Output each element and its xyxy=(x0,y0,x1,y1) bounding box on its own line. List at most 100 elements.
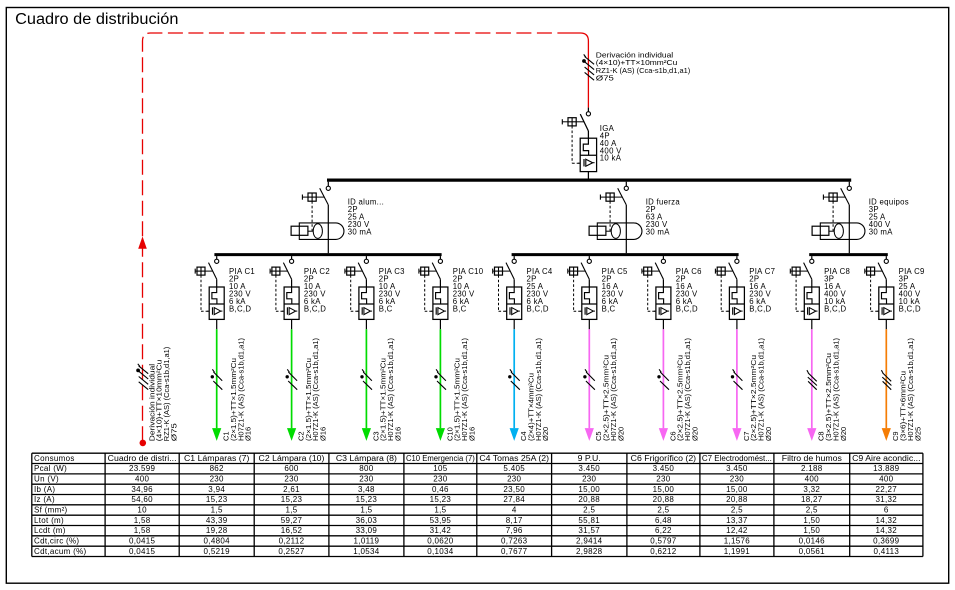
svg-text:43,39: 43,39 xyxy=(206,516,228,525)
svg-text:C6: C6 xyxy=(668,431,677,441)
svg-text:230: 230 xyxy=(284,475,298,484)
svg-text:15,23: 15,23 xyxy=(281,495,303,504)
svg-text:27,84: 27,84 xyxy=(503,495,525,504)
svg-text:6 kA: 6 kA xyxy=(229,297,246,306)
svg-text:10 kA: 10 kA xyxy=(600,154,622,163)
svg-text:(2×2.5)+TT×2.5mm²Cu: (2×2.5)+TT×2.5mm²Cu xyxy=(749,355,758,441)
svg-text:ID alum...: ID alum... xyxy=(348,198,384,207)
svg-text:20,88: 20,88 xyxy=(653,495,675,504)
svg-text:C8: C8 xyxy=(817,431,826,441)
svg-text:16,52: 16,52 xyxy=(281,526,303,535)
svg-text:B,C: B,C xyxy=(602,304,616,313)
svg-text:Sf (mm²): Sf (mm²) xyxy=(34,506,68,515)
svg-text:C2 Lámpara (10): C2 Lámpara (10) xyxy=(259,454,325,463)
svg-text:1,50: 1,50 xyxy=(803,526,820,535)
svg-text:0,3699: 0,3699 xyxy=(873,537,900,546)
svg-text:230 V: 230 V xyxy=(646,220,668,229)
svg-text:PIA C10: PIA C10 xyxy=(453,267,484,276)
svg-text:4P: 4P xyxy=(600,131,610,140)
svg-text:C2: C2 xyxy=(297,431,306,441)
svg-text:Ø16: Ø16 xyxy=(319,427,328,441)
svg-text:PIA C5: PIA C5 xyxy=(602,267,628,276)
svg-text:Ø20: Ø20 xyxy=(541,427,550,441)
svg-text:Ø20: Ø20 xyxy=(616,427,625,441)
svg-text:31,32: 31,32 xyxy=(876,495,898,504)
svg-text:B,C,D: B,C,D xyxy=(304,304,326,313)
svg-text:6 kA: 6 kA xyxy=(453,297,470,306)
svg-text:0,7263: 0,7263 xyxy=(501,537,528,546)
svg-text:(2×2.5)+TT×2.5mm²Cu: (2×2.5)+TT×2.5mm²Cu xyxy=(602,355,611,441)
svg-text:B,C: B,C xyxy=(379,304,393,313)
svg-text:2P: 2P xyxy=(602,275,612,284)
svg-text:2,5: 2,5 xyxy=(657,506,669,515)
svg-text:RZ1-K (AS) (Cca-s1b,d1,a1): RZ1-K (AS) (Cca-s1b,d1,a1) xyxy=(596,66,691,75)
svg-text:Ø16: Ø16 xyxy=(467,427,476,441)
svg-text:C5: C5 xyxy=(594,431,603,441)
svg-text:Ø16: Ø16 xyxy=(393,427,402,441)
svg-text:PIA C8: PIA C8 xyxy=(824,267,850,276)
svg-text:16 A: 16 A xyxy=(824,282,841,291)
svg-text:15,23: 15,23 xyxy=(356,495,378,504)
svg-text:10 A: 10 A xyxy=(229,282,246,291)
svg-text:PIA C3: PIA C3 xyxy=(379,267,405,276)
svg-text:B,C,D: B,C,D xyxy=(527,304,549,313)
svg-text:55,81: 55,81 xyxy=(578,516,600,525)
svg-text:0,4804: 0,4804 xyxy=(204,537,231,546)
svg-text:25 A: 25 A xyxy=(869,212,886,221)
svg-text:PIA C2: PIA C2 xyxy=(304,267,330,276)
svg-text:2,9414: 2,9414 xyxy=(576,537,603,546)
svg-text:H07Z1-K (AS) (Cca-s1b,d1,a1): H07Z1-K (AS) (Cca-s1b,d1,a1) xyxy=(757,337,766,441)
svg-text:6,22: 6,22 xyxy=(655,526,672,535)
svg-text:C4: C4 xyxy=(519,431,528,441)
svg-text:C10: C10 xyxy=(445,427,454,441)
svg-text:5.405: 5.405 xyxy=(503,464,525,473)
svg-text:230 V: 230 V xyxy=(379,290,401,299)
svg-text:1,50: 1,50 xyxy=(803,516,820,525)
svg-text:25 A: 25 A xyxy=(899,282,916,291)
svg-text:7,96: 7,96 xyxy=(506,526,523,535)
svg-text:C6 Frigorífico (2): C6 Frigorífico (2) xyxy=(631,454,697,463)
svg-text:1,58: 1,58 xyxy=(134,516,151,525)
svg-text:105: 105 xyxy=(433,464,447,473)
svg-text:2P: 2P xyxy=(676,275,686,284)
svg-text:2,61: 2,61 xyxy=(283,485,300,494)
svg-text:230 V: 230 V xyxy=(749,290,771,299)
svg-text:Ø75: Ø75 xyxy=(169,423,178,441)
svg-text:230: 230 xyxy=(656,475,670,484)
svg-text:230: 230 xyxy=(210,475,224,484)
svg-text:C9: C9 xyxy=(891,431,900,441)
svg-text:H07Z1-K (AS) (Cca-s1b,d1,a1): H07Z1-K (AS) (Cca-s1b,d1,a1) xyxy=(534,337,543,441)
svg-text:400 V: 400 V xyxy=(600,146,622,155)
svg-text:(3×2.5)+TT×2.5mm²Cu: (3×2.5)+TT×2.5mm²Cu xyxy=(824,353,833,441)
svg-text:2P: 2P xyxy=(304,275,314,284)
svg-text:B,C,D: B,C,D xyxy=(676,304,698,313)
svg-text:0,5797: 0,5797 xyxy=(650,537,677,546)
svg-text:25 A: 25 A xyxy=(527,282,544,291)
svg-text:230 V: 230 V xyxy=(348,220,370,229)
svg-text:23.599: 23.599 xyxy=(129,464,156,473)
svg-text:36,03: 36,03 xyxy=(356,516,378,525)
svg-text:H07Z1-K (AS) (Cca-s1b,d1,a1): H07Z1-K (AS) (Cca-s1b,d1,a1) xyxy=(683,337,692,441)
svg-text:40 A: 40 A xyxy=(600,139,617,148)
svg-text:6 kA: 6 kA xyxy=(749,297,766,306)
svg-text:15,00: 15,00 xyxy=(726,485,748,494)
svg-text:0,0415: 0,0415 xyxy=(129,547,156,556)
svg-text:230 V: 230 V xyxy=(229,290,251,299)
svg-text:15,00: 15,00 xyxy=(578,485,600,494)
svg-text:C7: C7 xyxy=(742,431,751,441)
svg-text:RZ1-K (AS) (Cca-s1b,d1,a1): RZ1-K (AS) (Cca-s1b,d1,a1) xyxy=(162,346,171,441)
svg-text:23,50: 23,50 xyxy=(503,485,525,494)
svg-text:13,37: 13,37 xyxy=(726,516,748,525)
svg-text:0,2112: 0,2112 xyxy=(279,537,305,546)
svg-text:16 A: 16 A xyxy=(676,282,693,291)
svg-text:6 kA: 6 kA xyxy=(379,297,396,306)
svg-text:(2×1.5)+TT×1.5mm²Cu: (2×1.5)+TT×1.5mm²Cu xyxy=(304,358,313,441)
svg-text:10 kA: 10 kA xyxy=(899,297,921,306)
svg-text:ID fuerza: ID fuerza xyxy=(646,198,681,207)
svg-text:2,5: 2,5 xyxy=(731,506,743,515)
svg-text:2P: 2P xyxy=(527,275,537,284)
svg-text:(2×1.5)+TT×1.5mm²Cu: (2×1.5)+TT×1.5mm²Cu xyxy=(229,358,238,441)
svg-text:3P: 3P xyxy=(824,275,834,284)
svg-text:ID equipos: ID equipos xyxy=(869,198,909,207)
svg-text:1,5: 1,5 xyxy=(434,506,446,515)
